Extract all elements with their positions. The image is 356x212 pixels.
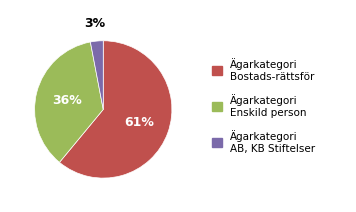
Wedge shape — [59, 41, 172, 178]
Legend: Ägarkategori
Bostads-rättsför, Ägarkategori
Enskild person, Ägarkategori
AB, KB : Ägarkategori Bostads-rättsför, Ägarkateg… — [208, 55, 319, 157]
Wedge shape — [35, 42, 103, 162]
Text: 3%: 3% — [85, 18, 106, 31]
Wedge shape — [90, 41, 103, 109]
Text: 36%: 36% — [52, 93, 82, 107]
Text: 61%: 61% — [124, 116, 154, 129]
